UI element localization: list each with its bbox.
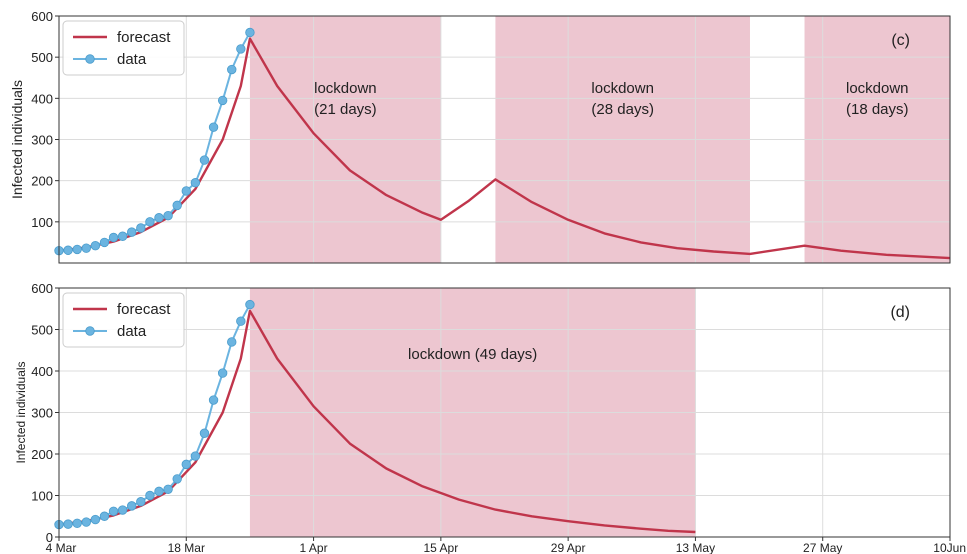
y-axis-label: Infected individuals bbox=[14, 361, 28, 463]
data-point bbox=[181, 459, 191, 470]
data-point bbox=[127, 227, 137, 237]
legend-label-data: data bbox=[117, 323, 147, 340]
legend: forecast data bbox=[62, 20, 185, 76]
data-point bbox=[181, 186, 191, 196]
lockdown-duration-label: (18 days) bbox=[846, 101, 909, 118]
data-point bbox=[127, 501, 137, 511]
data-point bbox=[217, 368, 228, 378]
data-point bbox=[199, 428, 210, 438]
lockdown-label: lockdown bbox=[314, 80, 377, 97]
x-tick-label: 10Jun bbox=[933, 541, 966, 554]
lockdown-label: lockdown (49 days) bbox=[408, 346, 537, 363]
data-point bbox=[154, 486, 164, 497]
lockdown-duration-label: (28 days) bbox=[591, 101, 654, 118]
legend-label-forecast: forecast bbox=[117, 29, 171, 46]
y-tick-label: 500 bbox=[31, 323, 53, 338]
data-point bbox=[199, 155, 210, 165]
lockdown-duration-label: (21 days) bbox=[314, 101, 377, 118]
y-tick-label: 500 bbox=[31, 50, 53, 65]
y-tick-label: 0 bbox=[46, 530, 53, 545]
y-tick-label: 400 bbox=[31, 364, 53, 379]
panel-label: (c) bbox=[891, 32, 910, 49]
legend-label-forecast: forecast bbox=[117, 301, 171, 318]
data-point bbox=[154, 213, 164, 223]
chart-panel-d: lockdown (49 days) 0 100 200 300 400 500 600 Inf… bbox=[14, 281, 966, 554]
x-tick-label: 1 Apr bbox=[300, 541, 328, 554]
data-point bbox=[108, 232, 119, 243]
data-point bbox=[63, 245, 73, 255]
data-point bbox=[190, 451, 201, 461]
data-point bbox=[190, 178, 201, 188]
data-point bbox=[81, 517, 91, 527]
data-point bbox=[245, 27, 255, 38]
data-point bbox=[172, 200, 182, 211]
legend-marker bbox=[85, 326, 95, 336]
x-tick-label: 27 May bbox=[803, 541, 842, 554]
data-point bbox=[227, 64, 237, 75]
y-tick-label: 200 bbox=[31, 447, 53, 462]
x-tick-label: 4 Mar bbox=[46, 541, 77, 554]
y-tick-label: 600 bbox=[31, 281, 53, 296]
data-point bbox=[90, 241, 101, 251]
data-point bbox=[145, 217, 155, 227]
data-point bbox=[145, 490, 155, 501]
y-tick-label: 300 bbox=[31, 133, 53, 148]
data-point bbox=[90, 514, 101, 525]
data-point bbox=[136, 223, 146, 233]
x-tick-label: 29 Apr bbox=[551, 541, 586, 554]
data-point bbox=[208, 395, 219, 405]
data-point bbox=[217, 95, 228, 106]
y-tick-label: 200 bbox=[31, 174, 53, 189]
data-point bbox=[163, 210, 173, 221]
y-tick-label: 100 bbox=[31, 215, 53, 230]
data-point bbox=[227, 337, 237, 347]
y-tick-label: 600 bbox=[31, 9, 53, 24]
data-point bbox=[245, 299, 255, 310]
forecast-line bbox=[58, 309, 696, 534]
y-tick-label: 300 bbox=[31, 406, 53, 421]
chart-panel-c: lockdown (21 days) lockdown (28 days) lockdo… bbox=[9, 9, 951, 264]
data-point bbox=[208, 122, 219, 132]
panel-label: (d) bbox=[890, 304, 910, 321]
data-point bbox=[236, 316, 246, 326]
data-point bbox=[108, 506, 119, 516]
data-point bbox=[117, 505, 128, 515]
legend: forecast data bbox=[62, 292, 185, 348]
data-point bbox=[163, 484, 173, 494]
y-tick-label: 100 bbox=[31, 489, 53, 504]
data-point bbox=[117, 231, 128, 241]
data-point bbox=[63, 519, 73, 529]
data-point bbox=[72, 244, 82, 255]
lockdown-label: lockdown bbox=[591, 80, 654, 97]
legend-marker bbox=[85, 54, 95, 64]
data-point bbox=[81, 243, 91, 253]
data-point bbox=[99, 511, 110, 521]
data-point bbox=[236, 44, 246, 54]
x-tick-label: 15 Apr bbox=[424, 541, 459, 554]
y-tick-label: 400 bbox=[31, 91, 53, 106]
forecast-line bbox=[58, 37, 951, 260]
data-point bbox=[172, 474, 182, 484]
x-tick-label: 13 May bbox=[676, 541, 715, 554]
data-point bbox=[136, 497, 146, 507]
data-point bbox=[72, 518, 82, 529]
lockdown-label: lockdown bbox=[846, 80, 909, 97]
x-tick-label: 18 Mar bbox=[168, 541, 205, 554]
legend-label-data: data bbox=[117, 51, 147, 68]
y-axis-label: Infected individuals bbox=[9, 80, 25, 199]
data-point bbox=[99, 237, 110, 248]
